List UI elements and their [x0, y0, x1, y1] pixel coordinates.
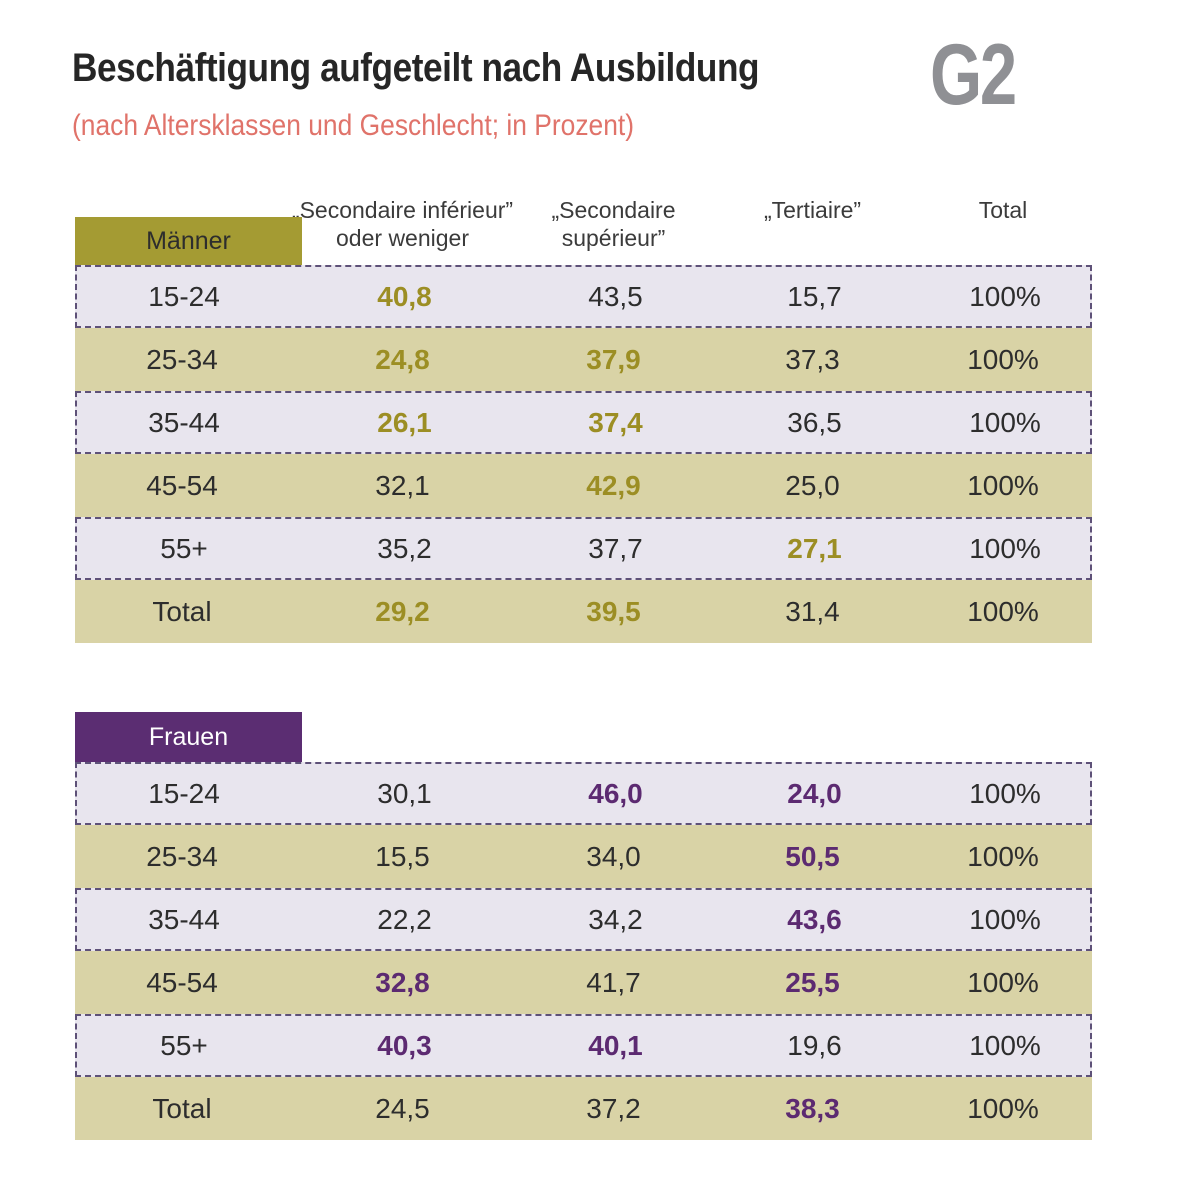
value-cell: 37,9 — [586, 343, 641, 375]
age-label: 55+ — [160, 1029, 208, 1061]
total-percent-cell: 100% — [967, 966, 1039, 998]
total-percent-cell: 100% — [969, 777, 1041, 809]
total-percent-cell: 100% — [967, 343, 1039, 375]
value-cell: 36,5 — [787, 406, 842, 438]
table-row: 45-54 32,8 41,7 25,5 100% — [75, 951, 1092, 1014]
column-header-line: „Secondaire — [551, 197, 676, 223]
column-header-line: supérieur” — [561, 225, 666, 252]
value-cell: 50,5 — [785, 840, 840, 872]
value-cell: 29,2 — [375, 595, 430, 627]
value-cell: 39,5 — [586, 595, 641, 627]
value-cell: 32,1 — [375, 469, 430, 501]
age-label: 55+ — [160, 532, 208, 564]
value-cell: 43,6 — [787, 903, 842, 935]
value-cell: 32,8 — [375, 966, 430, 998]
table-row: 55+ 40,3 40,1 19,6 100% — [75, 1014, 1092, 1077]
column-header-line: Total — [978, 197, 1028, 223]
page-subtitle: (nach Altersklassen und Geschlecht; in P… — [72, 109, 635, 142]
total-percent-cell: 100% — [967, 1092, 1039, 1124]
total-percent-cell: 100% — [967, 595, 1039, 627]
column-header-line: oder weniger — [336, 225, 469, 252]
table-label-frauen: Frauen — [75, 712, 302, 762]
value-cell: 15,5 — [375, 840, 430, 872]
value-cell: 40,8 — [377, 280, 432, 312]
value-cell: 15,7 — [787, 280, 842, 312]
value-cell: 34,2 — [588, 903, 643, 935]
value-cell: 22,2 — [377, 903, 432, 935]
value-cell: 25,0 — [785, 469, 840, 501]
value-cell: 34,0 — [586, 840, 641, 872]
table-row: 15-24 30,1 46,0 24,0 100% — [75, 762, 1092, 825]
table-maenner: Männer 15-24 40,8 43,5 15,7 100% 25-34 2… — [75, 217, 1092, 643]
age-label: 25-34 — [146, 343, 218, 375]
value-cell: 24,0 — [787, 777, 842, 809]
figure-number-label: G2 — [930, 27, 1017, 123]
total-percent-cell: 100% — [967, 469, 1039, 501]
value-cell: 42,9 — [586, 469, 641, 501]
age-label: 45-54 — [146, 966, 218, 998]
table-row: 25-34 24,8 37,9 37,3 100% — [75, 328, 1092, 391]
value-cell: 37,3 — [785, 343, 840, 375]
table-row: 35-44 22,2 34,2 43,6 100% — [75, 888, 1092, 951]
total-percent-cell: 100% — [969, 280, 1041, 312]
value-cell: 24,5 — [375, 1092, 430, 1124]
value-cell: 37,4 — [588, 406, 643, 438]
total-row-label: Total — [152, 595, 212, 627]
column-header-total: Total — [914, 196, 1092, 224]
age-label: 25-34 — [146, 840, 218, 872]
age-label: 45-54 — [146, 469, 218, 501]
column-header-line: „Tertiaire” — [763, 197, 862, 223]
value-cell: 40,3 — [377, 1029, 432, 1061]
value-cell: 41,7 — [586, 966, 641, 998]
column-header-tertiaire: „Tertiaire” — [711, 196, 914, 224]
age-label: 15-24 — [148, 777, 220, 809]
age-label: 35-44 — [148, 406, 220, 438]
table-row: 45-54 32,1 42,9 25,0 100% — [75, 454, 1092, 517]
table-row: Total 24,5 37,2 38,3 100% — [75, 1077, 1092, 1140]
value-cell: 35,2 — [377, 532, 432, 564]
column-header-secondaire-inferieur: „Secondaire inférieur” oder weniger — [289, 196, 516, 252]
total-percent-cell: 100% — [969, 903, 1041, 935]
column-header-secondaire-superieur: „Secondaire supérieur” — [516, 196, 711, 252]
column-headers: „Secondaire inférieur” oder weniger „Sec… — [75, 196, 1092, 252]
age-label: 35-44 — [148, 903, 220, 935]
total-row-label: Total — [152, 1092, 212, 1124]
column-header-line: „Secondaire inférieur” — [291, 197, 514, 223]
value-cell: 26,1 — [377, 406, 432, 438]
value-cell: 37,7 — [588, 532, 643, 564]
value-cell: 43,5 — [588, 280, 643, 312]
value-cell: 25,5 — [785, 966, 840, 998]
value-cell: 38,3 — [785, 1092, 840, 1124]
value-cell: 31,4 — [785, 595, 840, 627]
value-cell: 30,1 — [377, 777, 432, 809]
total-percent-cell: 100% — [969, 1029, 1041, 1061]
table-row: 25-34 15,5 34,0 50,5 100% — [75, 825, 1092, 888]
table-row: 55+ 35,2 37,7 27,1 100% — [75, 517, 1092, 580]
value-cell: 19,6 — [787, 1029, 842, 1061]
total-percent-cell: 100% — [969, 406, 1041, 438]
table-row: 35-44 26,1 37,4 36,5 100% — [75, 391, 1092, 454]
value-cell: 24,8 — [375, 343, 430, 375]
value-cell: 37,2 — [586, 1092, 641, 1124]
table-row: Total 29,2 39,5 31,4 100% — [75, 580, 1092, 643]
total-percent-cell: 100% — [967, 840, 1039, 872]
value-cell: 40,1 — [588, 1029, 643, 1061]
value-cell: 27,1 — [787, 532, 842, 564]
total-percent-cell: 100% — [969, 532, 1041, 564]
value-cell: 46,0 — [588, 777, 643, 809]
table-label-maenner: Männer — [75, 217, 302, 265]
table-frauen: Frauen 15-24 30,1 46,0 24,0 100% 25-34 1… — [75, 712, 1092, 1140]
table-row: 15-24 40,8 43,5 15,7 100% — [75, 265, 1092, 328]
page-title: Beschäftigung aufgeteilt nach Ausbildung — [72, 46, 760, 90]
age-label: 15-24 — [148, 280, 220, 312]
